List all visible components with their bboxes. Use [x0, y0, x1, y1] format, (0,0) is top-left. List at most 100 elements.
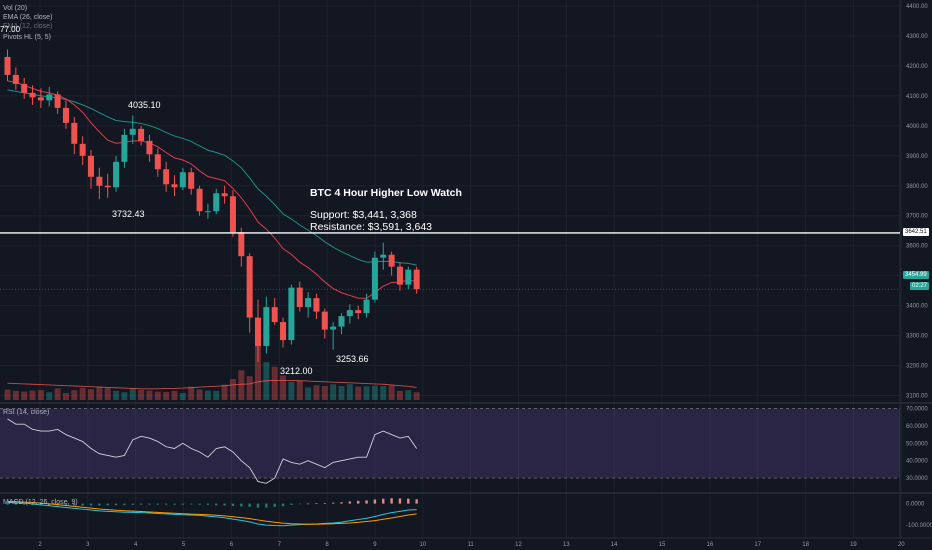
price-tick-label: 3900.00 [906, 154, 928, 160]
volume-bar [313, 385, 320, 400]
macd-histogram-bar [215, 503, 218, 506]
candle-body [246, 256, 253, 318]
volume-bar [54, 388, 61, 400]
volume-bar [363, 386, 370, 400]
candle-body [46, 94, 53, 101]
macd-histogram-bar [348, 501, 352, 504]
price-tick-label: 4400.00 [906, 4, 928, 10]
ema-legend[interactable]: EMA (26, close) [3, 13, 52, 22]
volume-bar [154, 391, 161, 400]
vol-legend[interactable]: Vol (20) [3, 5, 28, 12]
candle-body [363, 299, 370, 314]
macd-histogram-bar [231, 503, 235, 506]
x-tick-label: 15 [659, 542, 666, 548]
chart-idea-title: BTC 4 Hour Higher Low Watch [310, 187, 462, 199]
candle-body [229, 196, 236, 233]
candle-body [238, 232, 245, 257]
macd-legend[interactable]: MACD (12, 26, close, 9) [3, 499, 78, 506]
macd-histogram-bar [23, 503, 26, 505]
candle-body [405, 269, 412, 285]
macd-histogram-bar [148, 503, 151, 505]
x-tick-label: 16 [707, 542, 714, 548]
candle-body [288, 287, 295, 341]
price-tick-label: 3700.00 [906, 214, 928, 220]
volume-bar [296, 380, 303, 400]
volume-bar [4, 389, 11, 400]
volume-bar [179, 393, 186, 400]
volume-bar [355, 386, 362, 400]
volume-ma-line [7, 379, 417, 390]
candle-body [21, 83, 28, 93]
price-tick-label: 4000.00 [906, 124, 928, 130]
x-tick-label: 3 [86, 542, 90, 548]
macd-histogram-bar [64, 503, 68, 506]
macd-histogram-bar [98, 503, 101, 506]
volume-bar [129, 388, 136, 400]
volume-bar [196, 389, 203, 400]
x-tick-label: 5 [182, 542, 186, 548]
volume-bar [213, 390, 220, 400]
candle-body [104, 185, 111, 188]
resistance-text: Resistance: $3,591, 3,643 [310, 221, 433, 233]
macd-histogram-bar [114, 503, 118, 506]
volume-bar [371, 385, 378, 400]
macd-histogram-bar [123, 503, 126, 506]
volume-bar [221, 384, 228, 400]
pivots-legend[interactable]: Pivots HL (5, 5) [3, 34, 51, 41]
macd-histogram-bar [131, 503, 134, 505]
candle-body [255, 317, 261, 347]
x-tick-label: 4 [134, 542, 138, 548]
candle-body [305, 298, 312, 308]
macd-histogram-bar [265, 503, 268, 508]
ema12-legend[interactable]: EMA (12, close) [3, 23, 53, 30]
volume-bar [388, 385, 395, 400]
volume-bar [204, 390, 211, 400]
volume-bar [229, 379, 236, 400]
price-tick-label: 4200.00 [906, 64, 928, 70]
macd-tick-label: -100.0000 [906, 523, 932, 529]
macd-histogram-bar [206, 503, 210, 505]
candle-body [163, 169, 170, 185]
x-tick-label: 19 [850, 542, 857, 548]
macd-histogram-bar [14, 503, 18, 505]
volume-bar [238, 370, 245, 400]
rsi-tick-label: 40.0000 [906, 459, 928, 465]
candle-body [371, 257, 378, 300]
macd-histogram-bar [164, 503, 168, 505]
macd-histogram-bar [256, 503, 260, 508]
macd-histogram-bar [340, 502, 343, 504]
x-tick-label: 11 [468, 542, 475, 548]
candle-body [171, 184, 178, 188]
candle-body [413, 269, 420, 290]
macd-histogram-bar [290, 503, 293, 505]
x-tick-label: 14 [611, 542, 618, 548]
candle-body [296, 287, 303, 308]
pivot-high-label: 4035.10 [128, 100, 161, 110]
candle-body [4, 56, 11, 75]
candle-body [79, 143, 86, 156]
candle-body [380, 254, 387, 258]
rsi-tick-label: 60.0000 [906, 424, 928, 430]
volume-bar [163, 391, 170, 400]
ema12-line [7, 80, 417, 299]
candle-body [263, 307, 270, 347]
macd-histogram-bar [415, 499, 418, 504]
candle-body [321, 311, 328, 330]
macd-signal-line [7, 500, 417, 525]
x-tick-label: 8 [325, 542, 329, 548]
rsi-legend[interactable]: RSI (14, close) [3, 409, 50, 416]
volume-bar [188, 386, 195, 400]
price-tick-label: 3300.00 [906, 334, 928, 340]
macd-histogram-bar [306, 503, 310, 505]
macd-histogram-bar [223, 503, 226, 506]
candle-body [221, 193, 228, 197]
candle-body [62, 107, 69, 123]
candle-body [88, 155, 94, 177]
volume-bar [113, 390, 120, 400]
volume-bar [171, 390, 178, 400]
macd-histogram-bar [273, 503, 276, 507]
volume-bar [346, 384, 353, 400]
volume-bar [280, 375, 287, 400]
volume-bar [338, 386, 345, 400]
